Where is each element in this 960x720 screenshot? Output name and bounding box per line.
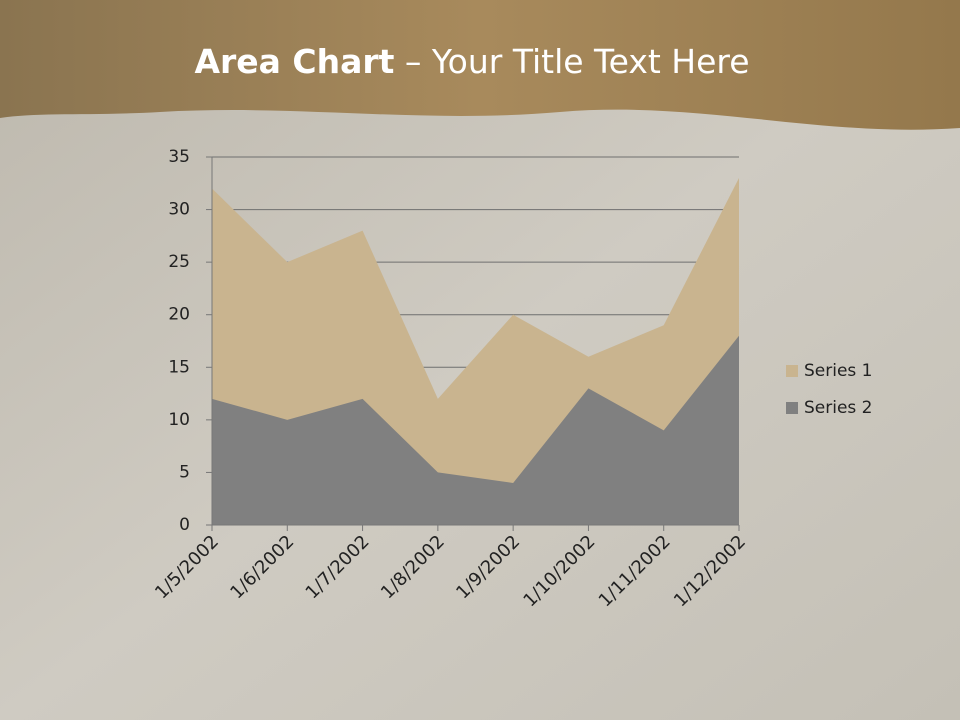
y-tick-label: 35 bbox=[168, 147, 190, 167]
legend-swatch bbox=[786, 365, 798, 377]
chart-title: Area Chart – Your Title Text Here bbox=[194, 42, 749, 81]
y-tick-label: 30 bbox=[168, 200, 190, 220]
y-tick-label: 15 bbox=[168, 357, 190, 377]
header-band bbox=[0, 0, 960, 130]
y-tick-label: 0 bbox=[179, 515, 190, 535]
legend-label: Series 2 bbox=[804, 398, 873, 418]
y-tick-label: 10 bbox=[168, 410, 190, 430]
title-rest: – Your Title Text Here bbox=[405, 42, 750, 81]
area bbox=[212, 335, 739, 525]
legend-swatch bbox=[786, 402, 798, 414]
y-tick-label: 20 bbox=[168, 305, 190, 325]
y-tick-label: 25 bbox=[168, 252, 190, 272]
title-bold: Area Chart bbox=[194, 42, 394, 81]
legend-label: Series 1 bbox=[804, 361, 873, 381]
y-tick-label: 5 bbox=[179, 462, 190, 482]
